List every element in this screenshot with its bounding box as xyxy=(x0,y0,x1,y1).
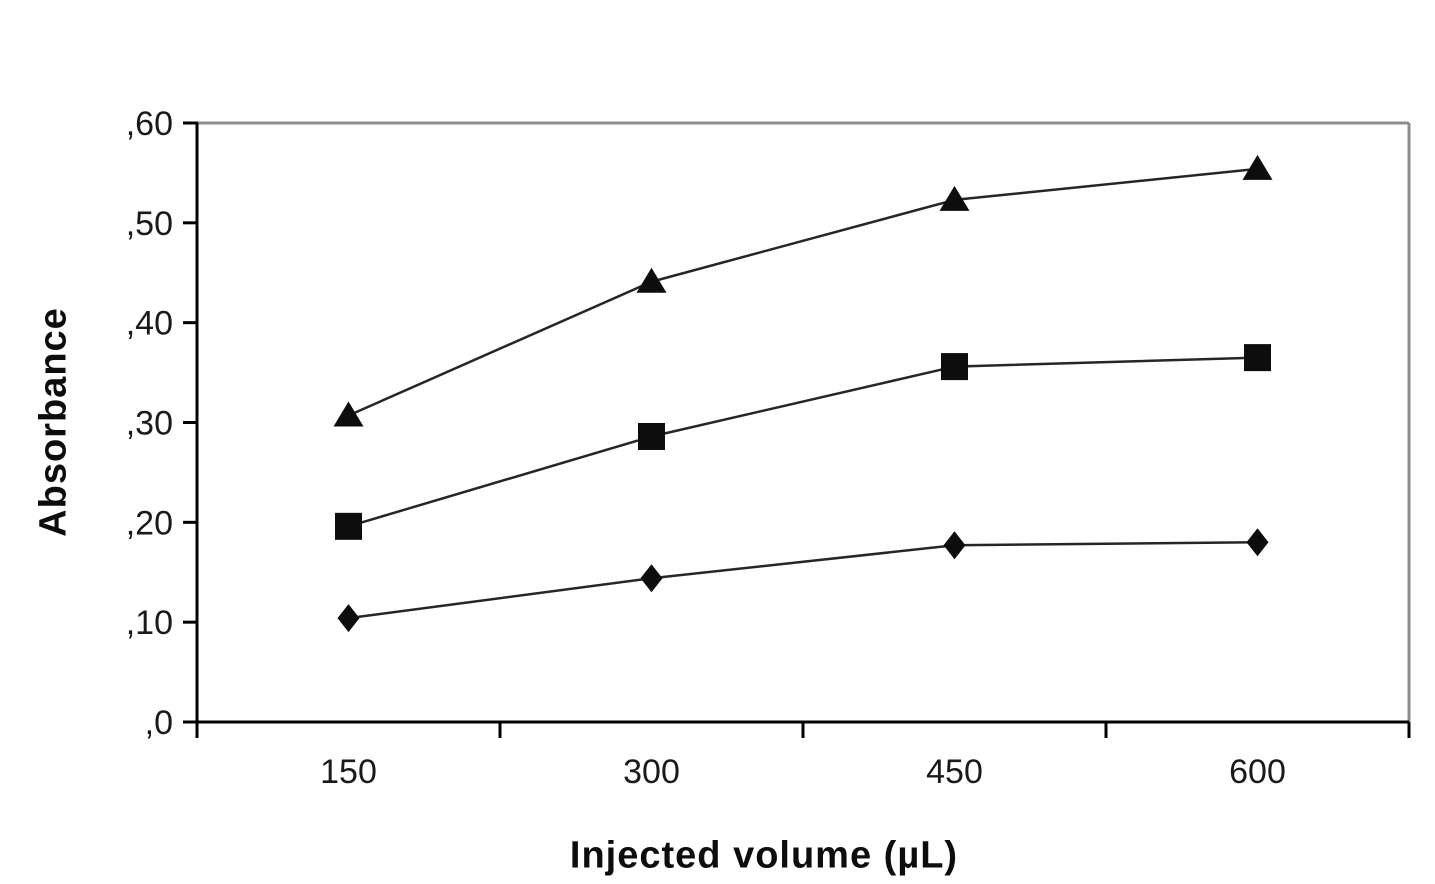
y-tick-label: ,10 xyxy=(126,604,173,642)
diamond-marker xyxy=(640,564,663,593)
y-tick-label: ,30 xyxy=(126,405,173,443)
diamond-marker xyxy=(1246,528,1269,557)
triangle-series-line xyxy=(347,167,1258,417)
square-marker xyxy=(941,353,968,381)
triangle-marker xyxy=(333,401,364,427)
x-tick-label: 300 xyxy=(623,753,680,791)
x-tick-label: 150 xyxy=(320,753,377,791)
x-tick-label: 450 xyxy=(926,753,983,791)
y-tick-label: ,60 xyxy=(126,105,173,143)
square-marker xyxy=(1244,344,1271,372)
y-tick-label: ,20 xyxy=(126,504,173,542)
y-tick-label: ,50 xyxy=(126,205,173,243)
x-axis-title: Injected volume (µL) xyxy=(569,834,959,877)
y-tick-label: ,0 xyxy=(145,704,173,742)
y-axis-title: Absorbance xyxy=(32,307,75,537)
diamond-marker xyxy=(337,604,360,633)
x-tick-label: 600 xyxy=(1229,753,1286,791)
diamond-series-line xyxy=(348,541,1258,620)
square-marker xyxy=(638,422,665,450)
diamond-marker xyxy=(943,531,966,560)
square-series-line xyxy=(348,356,1258,528)
y-tick-label: ,40 xyxy=(126,305,173,343)
square-marker xyxy=(335,512,362,540)
triangle-marker xyxy=(1242,154,1273,180)
triangle-marker xyxy=(939,185,970,211)
triangle-marker xyxy=(636,267,667,293)
